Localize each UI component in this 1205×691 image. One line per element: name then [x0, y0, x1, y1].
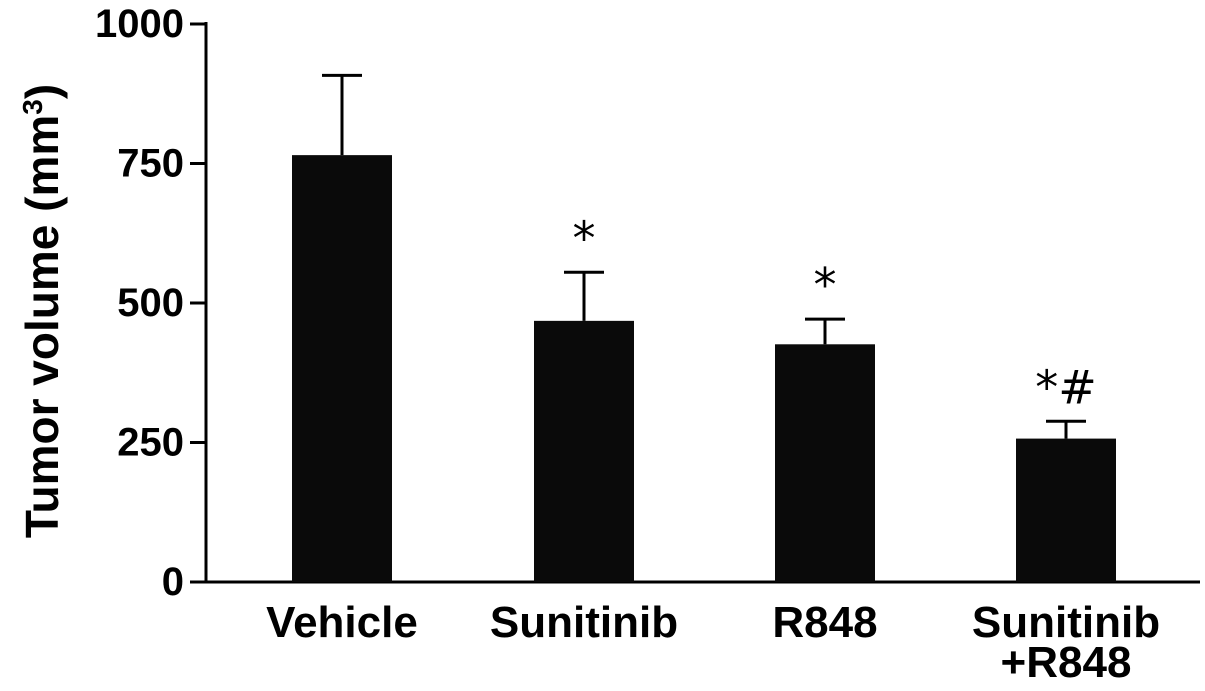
y-axis-title-main: Tumor volume (mm [16, 115, 68, 538]
category-label-3-line-0: Sunitinib [972, 598, 1160, 647]
y-axis-title-close: ) [16, 84, 68, 99]
y-tick-label-250: 250 [117, 421, 184, 465]
bars [292, 73, 1116, 582]
bar-1 [534, 320, 634, 582]
labels: 0 250 500 750 1000 Vehicle * Sunitinib * R848 *# Su… [95, 2, 1160, 687]
y-axis-title-superscript: 3 [17, 99, 48, 115]
y-axis-label: Tumor volume (mm3) [16, 84, 68, 538]
y-tick-label-500: 500 [117, 281, 184, 325]
category-label-3-line-1: +R848 [1001, 638, 1132, 687]
bar-3 [1016, 438, 1116, 582]
significance-mark-3: *# [1035, 360, 1097, 414]
bar-2 [775, 344, 875, 582]
y-axis-title: Tumor volume (mm3) [16, 84, 68, 538]
y-tick-label-0: 0 [162, 560, 184, 604]
y-tick-label-750: 750 [117, 142, 184, 186]
category-label-1: Sunitinib [490, 598, 678, 647]
category-label-0: Vehicle [266, 598, 418, 647]
y-tick-label-1000: 1000 [95, 2, 184, 46]
significance-mark-1: * [573, 211, 596, 265]
significance-mark-2: * [814, 258, 837, 312]
bar-0 [292, 155, 392, 582]
category-label-2: R848 [772, 598, 877, 647]
